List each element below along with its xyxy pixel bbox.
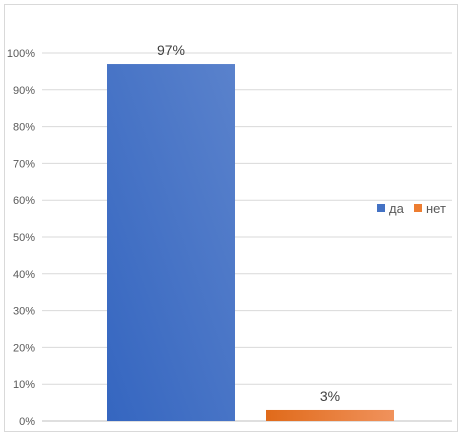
data-label: 97% (157, 42, 185, 58)
legend-swatch (414, 204, 422, 212)
y-tick-label: 60% (13, 195, 35, 207)
y-axis-tick-labels: 0% 10% 20% 30% 40% 50% 60% 70% 80% 90% 100% (7, 48, 35, 428)
legend-label: да (389, 201, 405, 216)
data-label: 3% (320, 388, 340, 404)
y-tick-label: 30% (13, 306, 35, 318)
y-tick-label: 100% (7, 48, 35, 60)
data-labels: 97% 3% (157, 42, 340, 404)
y-tick-label: 20% (13, 342, 35, 354)
y-tick-label: 70% (13, 158, 35, 170)
bars (107, 64, 394, 421)
gridlines (42, 52, 452, 422)
y-tick-label: 50% (13, 232, 35, 244)
y-tick-label: 10% (13, 379, 35, 391)
bar-da (107, 64, 235, 421)
y-tick-label: 90% (13, 85, 35, 97)
bar-net (266, 409, 394, 421)
legend: да нет (377, 201, 446, 216)
y-tick-label: 80% (13, 122, 35, 134)
legend-label: нет (426, 201, 446, 216)
y-tick-label: 40% (13, 269, 35, 281)
y-tick-label: 0% (19, 416, 35, 428)
legend-swatch (377, 204, 385, 212)
